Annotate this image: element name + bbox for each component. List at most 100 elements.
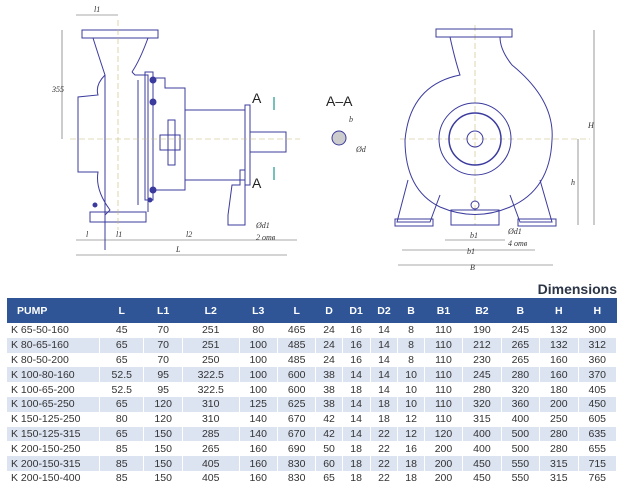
column-header: B: [501, 298, 540, 323]
dim-holes-count-front: 4 отв: [508, 239, 528, 248]
dimension-cell: 38: [315, 382, 343, 397]
dimension-cell: 830: [277, 456, 317, 471]
dimension-cell: 230: [462, 352, 502, 368]
dimension-cell: 45: [99, 323, 145, 338]
dimension-cell: 10: [397, 367, 425, 383]
dimension-cell: 322.5: [182, 367, 240, 383]
pump-model-cell: K 150-125-315: [7, 426, 100, 442]
table-row: K 80-50-200 65 70 250 100 485 24 16 14 8 110 230 265…: [7, 352, 617, 368]
dim-hole: Ød1: [255, 221, 270, 230]
dimension-cell: 280: [539, 441, 579, 457]
dimension-cell: 14: [370, 367, 399, 383]
dimension-cell: 320: [501, 382, 541, 397]
dimension-cell: 670: [277, 426, 317, 442]
dimension-cell: 100: [239, 337, 278, 353]
dimension-cell: 60: [315, 456, 343, 471]
dimension-cell: 22: [370, 470, 399, 486]
dimension-cell: 245: [462, 367, 502, 383]
dim-b: b: [349, 115, 353, 124]
dimension-cell: 22: [370, 456, 399, 471]
dimension-cell: 125: [239, 396, 278, 412]
dimension-cell: 310: [182, 411, 240, 427]
dimension-cell: 24: [315, 352, 343, 368]
dimension-cell: 132: [539, 323, 579, 338]
dimension-cell: 550: [501, 456, 541, 471]
table-row: K 100-65-250 65 120 310 125 625 38 14 18 10 110 320…: [7, 396, 617, 412]
dimension-cell: 18: [342, 382, 371, 397]
dim-b2: b1: [467, 247, 475, 256]
dimension-cell: 12: [397, 426, 425, 442]
dimension-cell: 8: [397, 352, 425, 368]
dimension-cell: 322.5: [182, 382, 240, 397]
dim-hole-front: Ød1: [507, 227, 522, 236]
table-row: K 100-65-200 52.5 95 322.5 100 600 38 18 14 10 110…: [7, 382, 617, 397]
dimension-cell: 50: [315, 441, 343, 457]
dimension-cell: 120: [424, 426, 464, 442]
dim-d: Ød: [355, 145, 367, 154]
dimension-cell: 450: [462, 456, 502, 471]
dimension-cell: 600: [277, 367, 317, 383]
table-row: K 200-150-315 85 150 405 160 830 60 18 22 18 200 45…: [7, 456, 617, 471]
dimension-cell: 285: [182, 426, 240, 442]
dimension-cell: 280: [539, 426, 579, 442]
dimension-cell: 830: [277, 470, 317, 486]
dimensions-title: Dimensions: [537, 281, 617, 297]
dim-l: l: [86, 230, 89, 239]
dimension-cell: 250: [182, 352, 240, 368]
pump-model-cell: K 100-80-160: [7, 367, 100, 383]
dimension-cell: 400: [501, 411, 541, 427]
column-header: D1: [342, 298, 371, 323]
pump-model-cell: K 200-150-315: [7, 456, 100, 471]
dimension-cell: 360: [578, 352, 617, 368]
dimension-cell: 265: [501, 337, 541, 353]
dimension-cell: 300: [578, 323, 617, 338]
dim-H: H: [587, 121, 595, 130]
dimension-cell: 65: [99, 352, 145, 368]
column-header: L1: [143, 298, 183, 323]
dimension-cell: 265: [501, 352, 541, 368]
table-row: K 150-125-315 65 150 285 140 670 42 14 22 12 120 40…: [7, 426, 617, 442]
section-a-a: A–A b Ød: [326, 93, 367, 154]
dimension-cell: 265: [182, 441, 240, 457]
column-header: B1: [424, 298, 463, 323]
dimension-cell: 18: [397, 456, 425, 471]
dimension-cell: 95: [143, 382, 183, 397]
dimension-cell: 140: [239, 426, 278, 442]
dimension-cell: 42: [315, 426, 343, 442]
dimension-cell: 110: [424, 367, 464, 383]
dimension-cell: 38: [315, 367, 343, 383]
dimension-cell: 360: [501, 396, 541, 412]
dimension-cell: 625: [277, 396, 317, 412]
pump-model-cell: K 80-50-200: [7, 352, 100, 368]
dimension-cell: 200: [539, 396, 579, 412]
dimension-cell: 16: [397, 441, 425, 457]
dimension-cell: 400: [462, 426, 502, 442]
dimension-cell: 14: [370, 352, 399, 368]
dimension-cell: 14: [370, 382, 399, 397]
dimension-cell: 190: [462, 323, 502, 338]
dimension-cell: 280: [501, 367, 541, 383]
dimension-cell: 14: [342, 426, 371, 442]
dimension-cell: 150: [143, 456, 183, 471]
dimension-cell: 150: [143, 470, 183, 486]
dimension-cell: 405: [578, 382, 617, 397]
dimension-cell: 24: [315, 323, 343, 338]
dimension-cell: 500: [501, 441, 541, 457]
pump-model-cell: K 65-50-160: [7, 323, 100, 338]
dimension-cell: 180: [539, 382, 579, 397]
table-row: K 150-125-250 80 120 310 140 670 42 14 18 12 110 31…: [7, 411, 617, 427]
dimension-cell: 22: [370, 441, 399, 457]
side-view: [77, 29, 287, 250]
section-title: A–A: [326, 93, 353, 109]
dimensions-table: PUMP L L1 L2 L3 L D D1 D2 B B1 B2 B H H K 65-50-160 45 7…: [7, 298, 617, 486]
dimension-cell: 120: [143, 396, 183, 412]
dimension-cell: 85: [99, 470, 145, 486]
dimension-cell: 14: [370, 323, 399, 338]
dimension-cell: 110: [424, 323, 464, 338]
dimension-cell: 12: [397, 411, 425, 427]
pump-model-cell: K 100-65-200: [7, 382, 100, 397]
dimension-cell: 16: [342, 323, 371, 338]
dimension-cell: 18: [370, 396, 399, 412]
dimension-cell: 405: [182, 470, 240, 486]
dimension-cell: 18: [342, 456, 371, 471]
